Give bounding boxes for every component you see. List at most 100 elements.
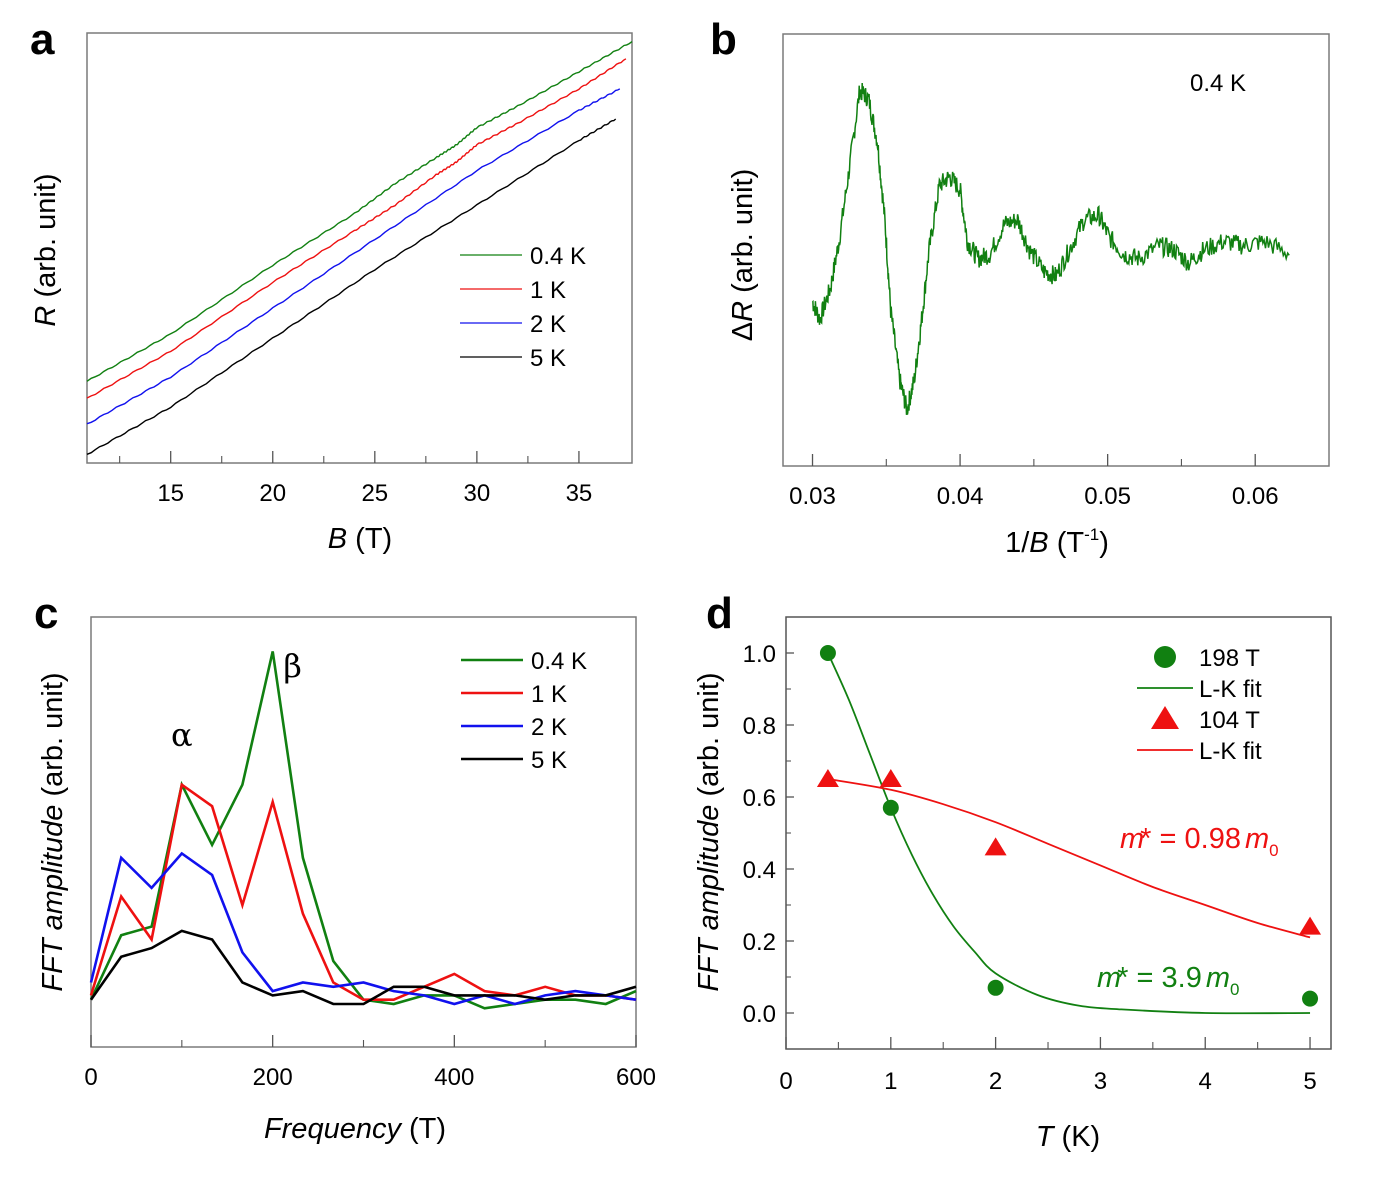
d-xtick-label: 4 — [1199, 1068, 1212, 1095]
mass-value: = 0.98 — [1151, 823, 1241, 855]
series-line-1K — [86, 58, 627, 399]
series-line-2K — [89, 851, 637, 1006]
series-line-0.4K — [86, 41, 633, 382]
series-lines-a — [86, 41, 633, 455]
fit-curve — [827, 652, 1311, 1015]
panel-label-c: c — [34, 589, 58, 638]
panel-d: 0 1 2 3 4 5 0.0 0.2 0.4 0.6 0.8 1.0 198 T L-K fit 104… — [693, 616, 1332, 1153]
d-ytick-label: 0.4 — [743, 857, 776, 884]
d-xtick-label: 1 — [884, 1068, 897, 1095]
a-legend-label: 5 K — [530, 345, 566, 372]
y-axis-label-unit: (arb. unit) — [30, 173, 62, 305]
series-line-5K — [86, 118, 617, 455]
y-axis-label-var: R — [727, 301, 759, 322]
x-axis-label-sup: -1 — [1084, 525, 1099, 544]
series-line-2K — [86, 88, 621, 425]
c-legend-label: 2 K — [531, 714, 567, 741]
y-axis-label-delta: Δ — [727, 322, 759, 341]
c-legend-label: 1 K — [531, 681, 567, 708]
b-xtick-label: 0.04 — [937, 483, 984, 510]
effective-mass-green: m* = 3.9 m0 — [1097, 962, 1239, 999]
x-axis-label-pre: 1/ — [1005, 527, 1030, 559]
d-ytick-label: 0.2 — [743, 929, 776, 956]
d-ytick-label: 0.6 — [743, 785, 776, 812]
data-point-triangle — [879, 769, 902, 787]
series-line-1K — [89, 782, 637, 1002]
panel-b: 0.03 0.04 0.05 0.06 0.4 K 1/B (T-1) ΔR (arb… — [727, 33, 1330, 559]
x-axis-label-var: B — [1029, 527, 1048, 559]
a-xtick-label: 20 — [259, 480, 286, 507]
data-markers — [816, 645, 1322, 1007]
a-legend-label: 2 K — [530, 311, 566, 338]
temperature-annotation: 0.4 K — [1190, 70, 1246, 97]
x-axis-label-d: T (K) — [1036, 1121, 1100, 1153]
d-legend-label: 198 T — [1199, 645, 1260, 672]
x-axis-label-a: B (T) — [328, 523, 392, 555]
y-axis-label-unit: (arb. unit) — [727, 169, 759, 301]
c-xtick-label: 0 — [84, 1064, 97, 1091]
d-legend-label: 104 T — [1199, 707, 1260, 734]
y-axis-label-b: ΔR (arb. unit) — [727, 169, 759, 342]
data-point-triangle — [984, 837, 1007, 856]
c-legend-label: 5 K — [531, 747, 567, 774]
d-ytick-label: 0.8 — [743, 713, 776, 740]
c-xtick-label: 200 — [253, 1064, 293, 1091]
mass-unit: m — [1245, 823, 1269, 855]
panel-label-a: a — [30, 15, 55, 64]
x-axis-ticks-c: 0 200 400 600 — [84, 1035, 656, 1091]
y-axis-label-var: R — [30, 306, 62, 327]
fit-curve — [827, 778, 1311, 939]
effective-mass-red: m* = 0.98 m0 — [1120, 823, 1279, 860]
panel-a: 15 20 25 30 35 0.4 K 1 K 2 K 5 K B (T) R (arb. … — [30, 32, 633, 555]
x-axis-label-b: 1/B (T-1) — [1005, 525, 1109, 559]
d-xtick-label: 2 — [989, 1068, 1002, 1095]
c-legend-label: 0.4 K — [531, 648, 587, 675]
series-line-0.4K — [811, 82, 1290, 415]
data-point-circle — [819, 645, 836, 661]
x-axis-label-unit: (T) — [401, 1113, 446, 1145]
x-axis-label-var: B — [328, 523, 347, 555]
peak-label: α — [171, 716, 193, 754]
series-lines-b — [811, 82, 1290, 415]
x-axis-label-close: ) — [1099, 527, 1109, 559]
series-line-5K — [89, 929, 637, 1006]
plot-frame-a — [86, 32, 633, 464]
panel-c: 0 200 400 600 αβ 0.4 K1 K2 K5 K Frequency (… — [37, 616, 656, 1145]
d-legend-label: L-K fit — [1199, 738, 1262, 765]
y-axis-label-d: FFT amplitude (arb. unit) — [693, 672, 725, 991]
a-xtick-label: 25 — [361, 480, 388, 507]
a-legend-label: 0.4 K — [530, 243, 586, 270]
c-xtick-label: 400 — [434, 1064, 474, 1091]
mass-star: * — [1117, 962, 1128, 994]
y-axis-label-unit: (arb. unit) — [37, 672, 69, 804]
mass-symbol: m — [1097, 962, 1121, 994]
d-ytick-label: 1.0 — [743, 641, 776, 668]
x-axis-label-unit: (T — [1049, 527, 1085, 559]
d-xtick-label: 3 — [1094, 1068, 1107, 1095]
legend-d: 198 T L-K fit 104 T L-K fit — [1137, 645, 1262, 765]
a-xtick-label: 15 — [157, 480, 184, 507]
fit-curves — [827, 652, 1311, 1015]
x-axis-label-unit: (T) — [347, 523, 392, 555]
a-legend-label: 1 K — [530, 277, 566, 304]
d-xtick-label: 5 — [1303, 1068, 1316, 1095]
panel-label-b: b — [710, 15, 737, 64]
d-legend-marker-triangle — [1151, 706, 1179, 729]
panel-label-d: d — [706, 589, 733, 638]
x-axis-ticks-b: 0.03 0.04 0.05 0.06 — [789, 454, 1279, 510]
x-axis-label-var: Frequency — [264, 1113, 403, 1145]
mass-star: * — [1140, 823, 1151, 855]
data-point-triangle — [816, 769, 839, 787]
peak-label: β — [283, 647, 302, 685]
y-axis-label-var: FFT amplitude — [693, 805, 725, 992]
y-axis-label-a: R (arb. unit) — [30, 173, 62, 326]
y-axis-label-unit: (arb. unit) — [693, 672, 725, 804]
b-xtick-label: 0.03 — [789, 483, 836, 510]
d-ytick-label: 0.0 — [743, 1001, 776, 1028]
a-xtick-label: 30 — [464, 480, 491, 507]
mass-subscript: 0 — [1269, 841, 1278, 860]
peak-annotations: αβ — [171, 647, 302, 754]
mass-symbol: m — [1120, 823, 1144, 855]
x-axis-label-var: T — [1036, 1121, 1056, 1153]
series-lines-c — [89, 651, 637, 1010]
